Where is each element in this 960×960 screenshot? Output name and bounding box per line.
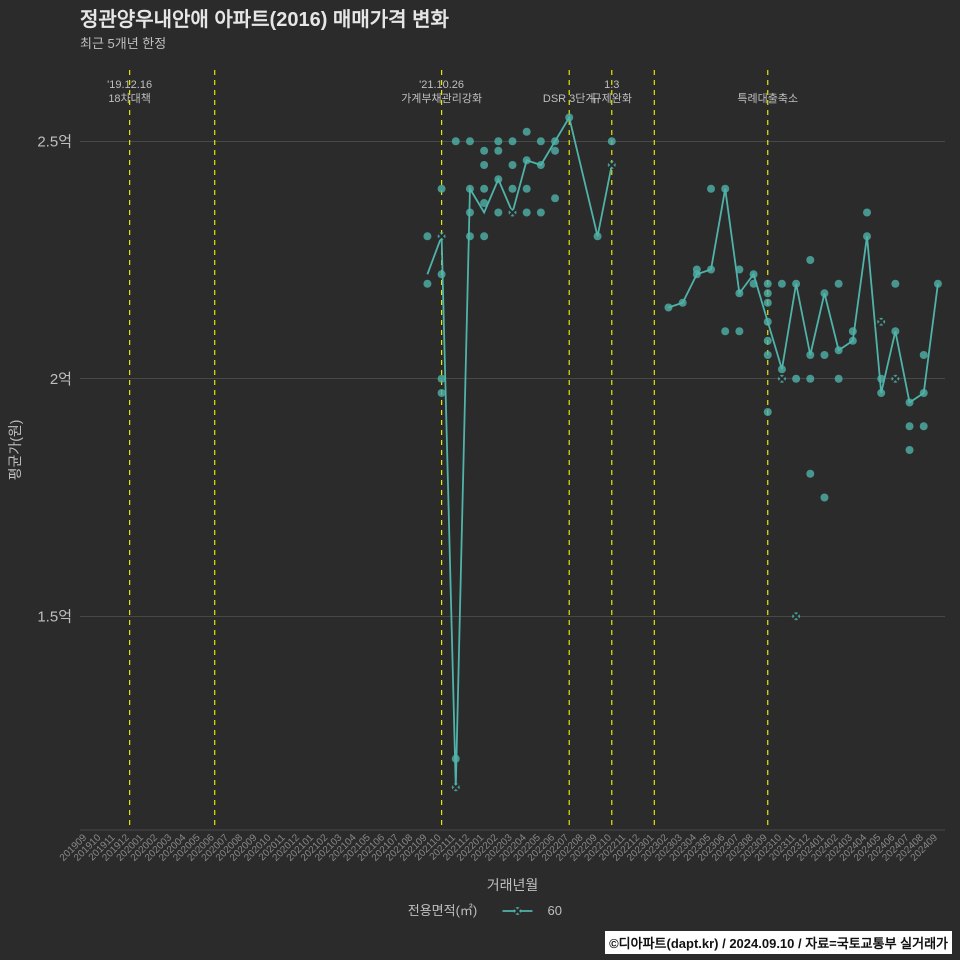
data-point: [480, 232, 488, 240]
data-point: [920, 351, 928, 359]
data-point: [480, 147, 488, 155]
y-tick-label: 2.5억: [37, 133, 72, 150]
data-point: [693, 266, 701, 274]
data-point: [820, 494, 828, 502]
data-point: [835, 280, 843, 288]
data-point: [764, 280, 772, 288]
data-point: [906, 422, 914, 430]
data-point: [806, 256, 814, 264]
data-point: [551, 147, 559, 155]
data-point: [906, 446, 914, 454]
data-point: [466, 137, 474, 145]
data-point: [806, 470, 814, 478]
data-point: [523, 185, 531, 193]
data-point: [537, 137, 545, 145]
footer-credit: ©디아파트(dapt.kr) / 2024.09.10 / 자료=국토교통부 실…: [605, 931, 952, 954]
data-point: [423, 232, 431, 240]
reference-label: 규제완화: [592, 92, 632, 105]
legend-item: 60: [548, 903, 562, 918]
reference-label: DSR 3단계: [543, 92, 596, 105]
data-point: [764, 299, 772, 307]
data-point: [494, 137, 502, 145]
data-point: [863, 209, 871, 217]
reference-label: 18차대책: [108, 92, 151, 105]
data-point: [778, 280, 786, 288]
chart-container: 정관양우내안애 아파트(2016) 매매가격 변화최근 5개년 한정 1.5억 2억…: [0, 0, 960, 960]
y-tick-label: 1.5억: [37, 608, 72, 625]
data-point: [480, 161, 488, 169]
data-point: [792, 375, 800, 383]
reference-label: 1.3: [604, 79, 619, 91]
data-point: [764, 289, 772, 297]
data-point: [920, 422, 928, 430]
data-point: [835, 375, 843, 383]
data-point: [480, 185, 488, 193]
data-point: [891, 280, 899, 288]
data-point: [764, 351, 772, 359]
data-point: [523, 209, 531, 217]
data-point: [438, 185, 446, 193]
data-point: [509, 185, 517, 193]
data-point: [509, 137, 517, 145]
data-point: [466, 232, 474, 240]
data-point: [438, 389, 446, 397]
data-point: [721, 327, 729, 335]
reference-label: '21.10.26: [419, 79, 464, 91]
data-point: [551, 194, 559, 202]
data-point: [849, 327, 857, 335]
data-point: [523, 128, 531, 136]
data-point: [820, 351, 828, 359]
data-point: [707, 185, 715, 193]
data-point: [735, 327, 743, 335]
data-point: [764, 408, 772, 416]
data-point: [438, 270, 446, 278]
data-point: [608, 137, 616, 145]
chart-svg: 정관양우내안애 아파트(2016) 매매가격 변화최근 5개년 한정 1.5억 2억…: [0, 0, 960, 960]
data-point: [452, 137, 460, 145]
data-point: [494, 147, 502, 155]
data-point: [764, 337, 772, 345]
data-point: [537, 209, 545, 217]
y-axis-label: 평균가(원): [7, 420, 23, 481]
reference-label: 특례대출축소: [737, 92, 798, 105]
data-point: [806, 375, 814, 383]
chart-title: 정관양우내안애 아파트(2016) 매매가격 변화: [80, 8, 449, 31]
data-point: [494, 209, 502, 217]
data-point: [509, 161, 517, 169]
data-point: [423, 280, 431, 288]
x-axis-label: 거래년월: [487, 877, 539, 893]
reference-label: '19.12.16: [107, 79, 152, 91]
y-tick-label: 2억: [50, 371, 72, 388]
reference-label: 가계부채관리강화: [401, 92, 482, 105]
legend-title: 전용면적(㎡): [408, 903, 478, 918]
chart-subtitle: 최근 5개년 한정: [80, 36, 166, 51]
